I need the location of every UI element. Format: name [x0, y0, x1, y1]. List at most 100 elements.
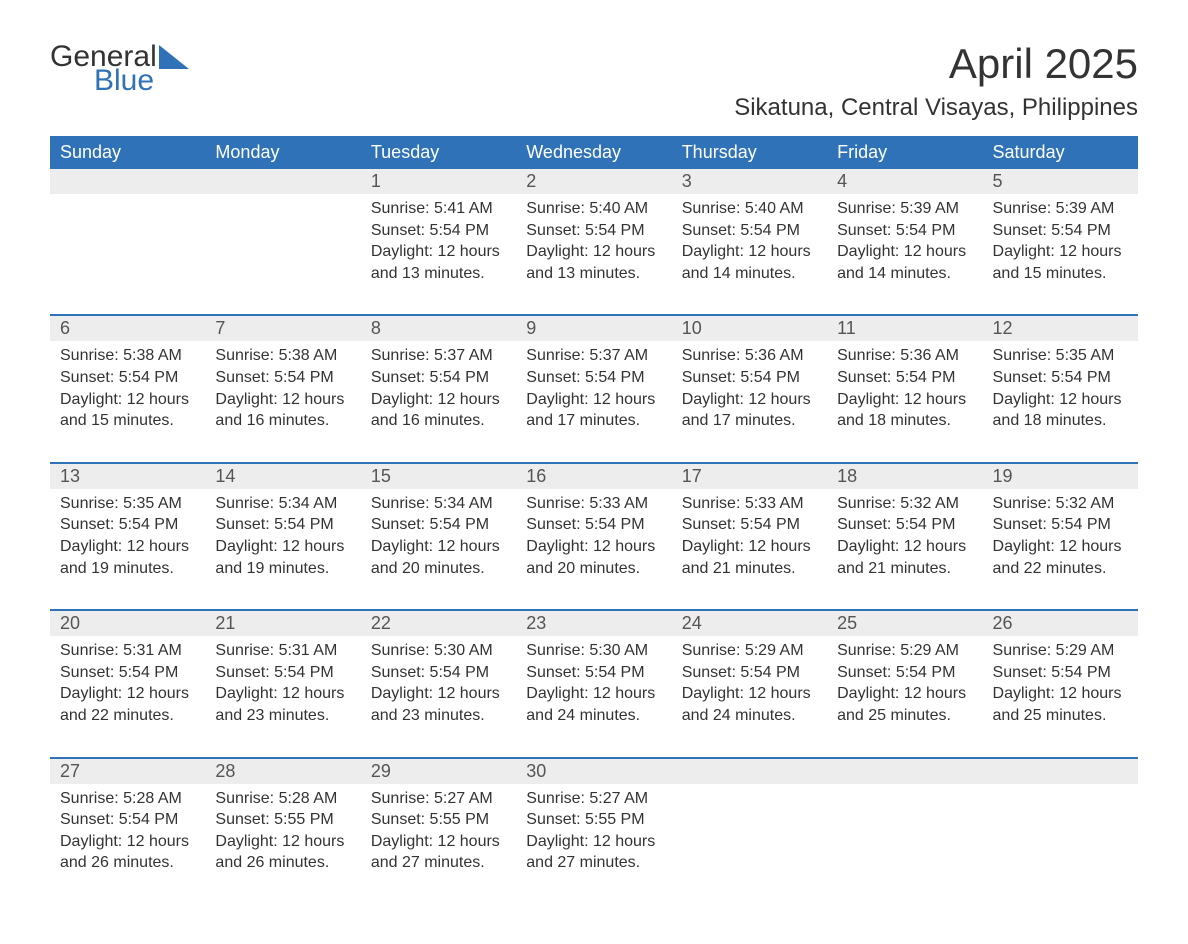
daylight-text: Daylight: 12 hours and 24 minutes. [526, 683, 661, 726]
day-number: 12 [983, 315, 1138, 341]
day-number: 11 [827, 315, 982, 341]
sunrise-text: Sunrise: 5:28 AM [215, 788, 350, 810]
day-cell: Sunrise: 5:36 AMSunset: 5:54 PMDaylight:… [672, 341, 827, 462]
day-number [50, 169, 205, 194]
sunrise-text: Sunrise: 5:34 AM [371, 493, 506, 515]
day-number: 23 [516, 610, 671, 636]
sunrise-text: Sunrise: 5:31 AM [60, 640, 195, 662]
day-number: 3 [672, 169, 827, 194]
day-cell: Sunrise: 5:34 AMSunset: 5:54 PMDaylight:… [205, 489, 360, 610]
day-number: 1 [361, 169, 516, 194]
day-cell: Sunrise: 5:40 AMSunset: 5:54 PMDaylight:… [672, 194, 827, 315]
calendar-table: Sunday Monday Tuesday Wednesday Thursday… [50, 136, 1138, 904]
day-number [672, 758, 827, 784]
day-number: 16 [516, 463, 671, 489]
sunrise-text: Sunrise: 5:28 AM [60, 788, 195, 810]
day-number: 13 [50, 463, 205, 489]
daylight-text: Daylight: 12 hours and 27 minutes. [371, 831, 506, 874]
sunset-text: Sunset: 5:54 PM [526, 662, 661, 684]
day-cell: Sunrise: 5:31 AMSunset: 5:54 PMDaylight:… [205, 636, 360, 757]
day-cell: Sunrise: 5:33 AMSunset: 5:54 PMDaylight:… [516, 489, 671, 610]
day-number [827, 758, 982, 784]
daylight-text: Daylight: 12 hours and 26 minutes. [215, 831, 350, 874]
daylight-text: Daylight: 12 hours and 23 minutes. [371, 683, 506, 726]
day-cell: Sunrise: 5:35 AMSunset: 5:54 PMDaylight:… [983, 341, 1138, 462]
sunrise-text: Sunrise: 5:35 AM [60, 493, 195, 515]
daylight-text: Daylight: 12 hours and 15 minutes. [60, 389, 195, 432]
week-daybody-row: Sunrise: 5:38 AMSunset: 5:54 PMDaylight:… [50, 341, 1138, 462]
day-cell: Sunrise: 5:33 AMSunset: 5:54 PMDaylight:… [672, 489, 827, 610]
day-header: Monday [205, 136, 360, 169]
daylight-text: Daylight: 12 hours and 20 minutes. [371, 536, 506, 579]
sunrise-text: Sunrise: 5:38 AM [60, 345, 195, 367]
sunrise-text: Sunrise: 5:39 AM [993, 198, 1128, 220]
sunset-text: Sunset: 5:54 PM [682, 367, 817, 389]
day-number: 18 [827, 463, 982, 489]
sunset-text: Sunset: 5:54 PM [682, 220, 817, 242]
sunrise-text: Sunrise: 5:32 AM [993, 493, 1128, 515]
day-cell: Sunrise: 5:28 AMSunset: 5:54 PMDaylight:… [50, 784, 205, 904]
week-daybody-row: Sunrise: 5:41 AMSunset: 5:54 PMDaylight:… [50, 194, 1138, 315]
page-subtitle: Sikatuna, Central Visayas, Philippines [734, 94, 1138, 122]
daylight-text: Daylight: 12 hours and 23 minutes. [215, 683, 350, 726]
daylight-text: Daylight: 12 hours and 20 minutes. [526, 536, 661, 579]
sunset-text: Sunset: 5:54 PM [993, 514, 1128, 536]
header: General Blue April 2025 Sikatuna, Centra… [50, 40, 1138, 136]
sunrise-text: Sunrise: 5:39 AM [837, 198, 972, 220]
daylight-text: Daylight: 12 hours and 18 minutes. [993, 389, 1128, 432]
sunrise-text: Sunrise: 5:41 AM [371, 198, 506, 220]
daylight-text: Daylight: 12 hours and 13 minutes. [526, 241, 661, 284]
daylight-text: Daylight: 12 hours and 14 minutes. [837, 241, 972, 284]
sunset-text: Sunset: 5:55 PM [526, 809, 661, 831]
sunrise-text: Sunrise: 5:30 AM [526, 640, 661, 662]
day-number: 14 [205, 463, 360, 489]
sunset-text: Sunset: 5:54 PM [215, 514, 350, 536]
sunset-text: Sunset: 5:55 PM [215, 809, 350, 831]
sunset-text: Sunset: 5:54 PM [993, 662, 1128, 684]
daylight-text: Daylight: 12 hours and 27 minutes. [526, 831, 661, 874]
day-header-row: Sunday Monday Tuesday Wednesday Thursday… [50, 136, 1138, 169]
sunrise-text: Sunrise: 5:35 AM [993, 345, 1128, 367]
sunrise-text: Sunrise: 5:36 AM [682, 345, 817, 367]
day-cell: Sunrise: 5:28 AMSunset: 5:55 PMDaylight:… [205, 784, 360, 904]
day-number: 29 [361, 758, 516, 784]
daylight-text: Daylight: 12 hours and 22 minutes. [60, 683, 195, 726]
daylight-text: Daylight: 12 hours and 21 minutes. [682, 536, 817, 579]
sunrise-text: Sunrise: 5:40 AM [526, 198, 661, 220]
day-number: 28 [205, 758, 360, 784]
day-cell: Sunrise: 5:30 AMSunset: 5:54 PMDaylight:… [516, 636, 671, 757]
week-daybody-row: Sunrise: 5:28 AMSunset: 5:54 PMDaylight:… [50, 784, 1138, 904]
day-header: Thursday [672, 136, 827, 169]
day-number: 21 [205, 610, 360, 636]
day-cell: Sunrise: 5:39 AMSunset: 5:54 PMDaylight:… [827, 194, 982, 315]
day-header: Sunday [50, 136, 205, 169]
title-block: April 2025 Sikatuna, Central Visayas, Ph… [734, 40, 1138, 136]
daylight-text: Daylight: 12 hours and 17 minutes. [526, 389, 661, 432]
day-number: 10 [672, 315, 827, 341]
sunset-text: Sunset: 5:54 PM [371, 220, 506, 242]
daylight-text: Daylight: 12 hours and 19 minutes. [60, 536, 195, 579]
daylight-text: Daylight: 12 hours and 26 minutes. [60, 831, 195, 874]
day-number [983, 758, 1138, 784]
day-cell [205, 194, 360, 315]
day-number: 22 [361, 610, 516, 636]
sunset-text: Sunset: 5:54 PM [837, 662, 972, 684]
day-cell [983, 784, 1138, 904]
sunrise-text: Sunrise: 5:37 AM [371, 345, 506, 367]
week-daynum-row: 6789101112 [50, 315, 1138, 341]
sunrise-text: Sunrise: 5:32 AM [837, 493, 972, 515]
day-header: Wednesday [516, 136, 671, 169]
sunrise-text: Sunrise: 5:33 AM [682, 493, 817, 515]
day-cell [672, 784, 827, 904]
logo: General Blue [50, 40, 193, 98]
day-number [205, 169, 360, 194]
sunset-text: Sunset: 5:54 PM [526, 367, 661, 389]
week-daynum-row: 27282930 [50, 758, 1138, 784]
day-cell: Sunrise: 5:31 AMSunset: 5:54 PMDaylight:… [50, 636, 205, 757]
day-number: 15 [361, 463, 516, 489]
sunrise-text: Sunrise: 5:37 AM [526, 345, 661, 367]
daylight-text: Daylight: 12 hours and 21 minutes. [837, 536, 972, 579]
sunset-text: Sunset: 5:54 PM [837, 514, 972, 536]
day-number: 6 [50, 315, 205, 341]
day-header: Saturday [983, 136, 1138, 169]
